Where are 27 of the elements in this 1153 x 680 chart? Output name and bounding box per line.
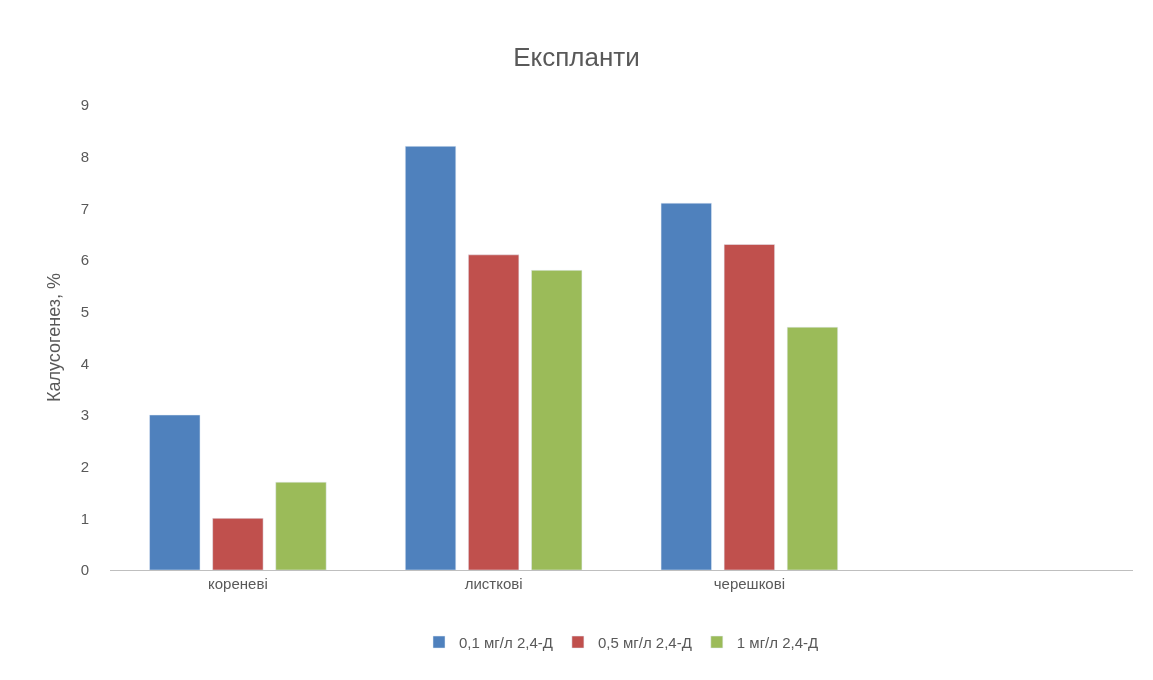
- y-tick-label: 1: [80, 509, 89, 527]
- bar: [275, 481, 327, 570]
- y-tick-label: 7: [80, 199, 89, 217]
- bar: [149, 414, 201, 570]
- bar: [786, 326, 838, 570]
- y-tick-label: 4: [80, 354, 89, 372]
- y-axis-title: Калусогенез, %: [43, 272, 64, 403]
- y-tick-label: 9: [80, 96, 89, 114]
- x-tick-label: листкові: [464, 575, 523, 592]
- bar: [468, 254, 520, 570]
- y-tick-label: 2: [80, 457, 89, 475]
- y-tick-label: 0: [80, 561, 89, 579]
- bar: [405, 146, 457, 570]
- legend-label: 0,1 мг/л 2,4-Д: [459, 633, 553, 651]
- legend-label: 1 мг/л 2,4-Д: [736, 633, 819, 651]
- y-tick-label: 6: [80, 251, 89, 269]
- bar: [660, 202, 712, 570]
- bar: [212, 518, 264, 570]
- legend-label: 0,5 мг/л 2,4-Д: [597, 633, 692, 651]
- y-tick-label: 8: [80, 147, 89, 165]
- y-tick-label: 5: [80, 302, 89, 320]
- bar: [531, 270, 583, 570]
- bar: [723, 244, 775, 570]
- chart-title: Експланти: [513, 41, 640, 72]
- y-tick-label: 3: [80, 406, 89, 424]
- x-tick-label: черешкові: [713, 575, 786, 592]
- x-tick-label: кореневі: [208, 575, 268, 592]
